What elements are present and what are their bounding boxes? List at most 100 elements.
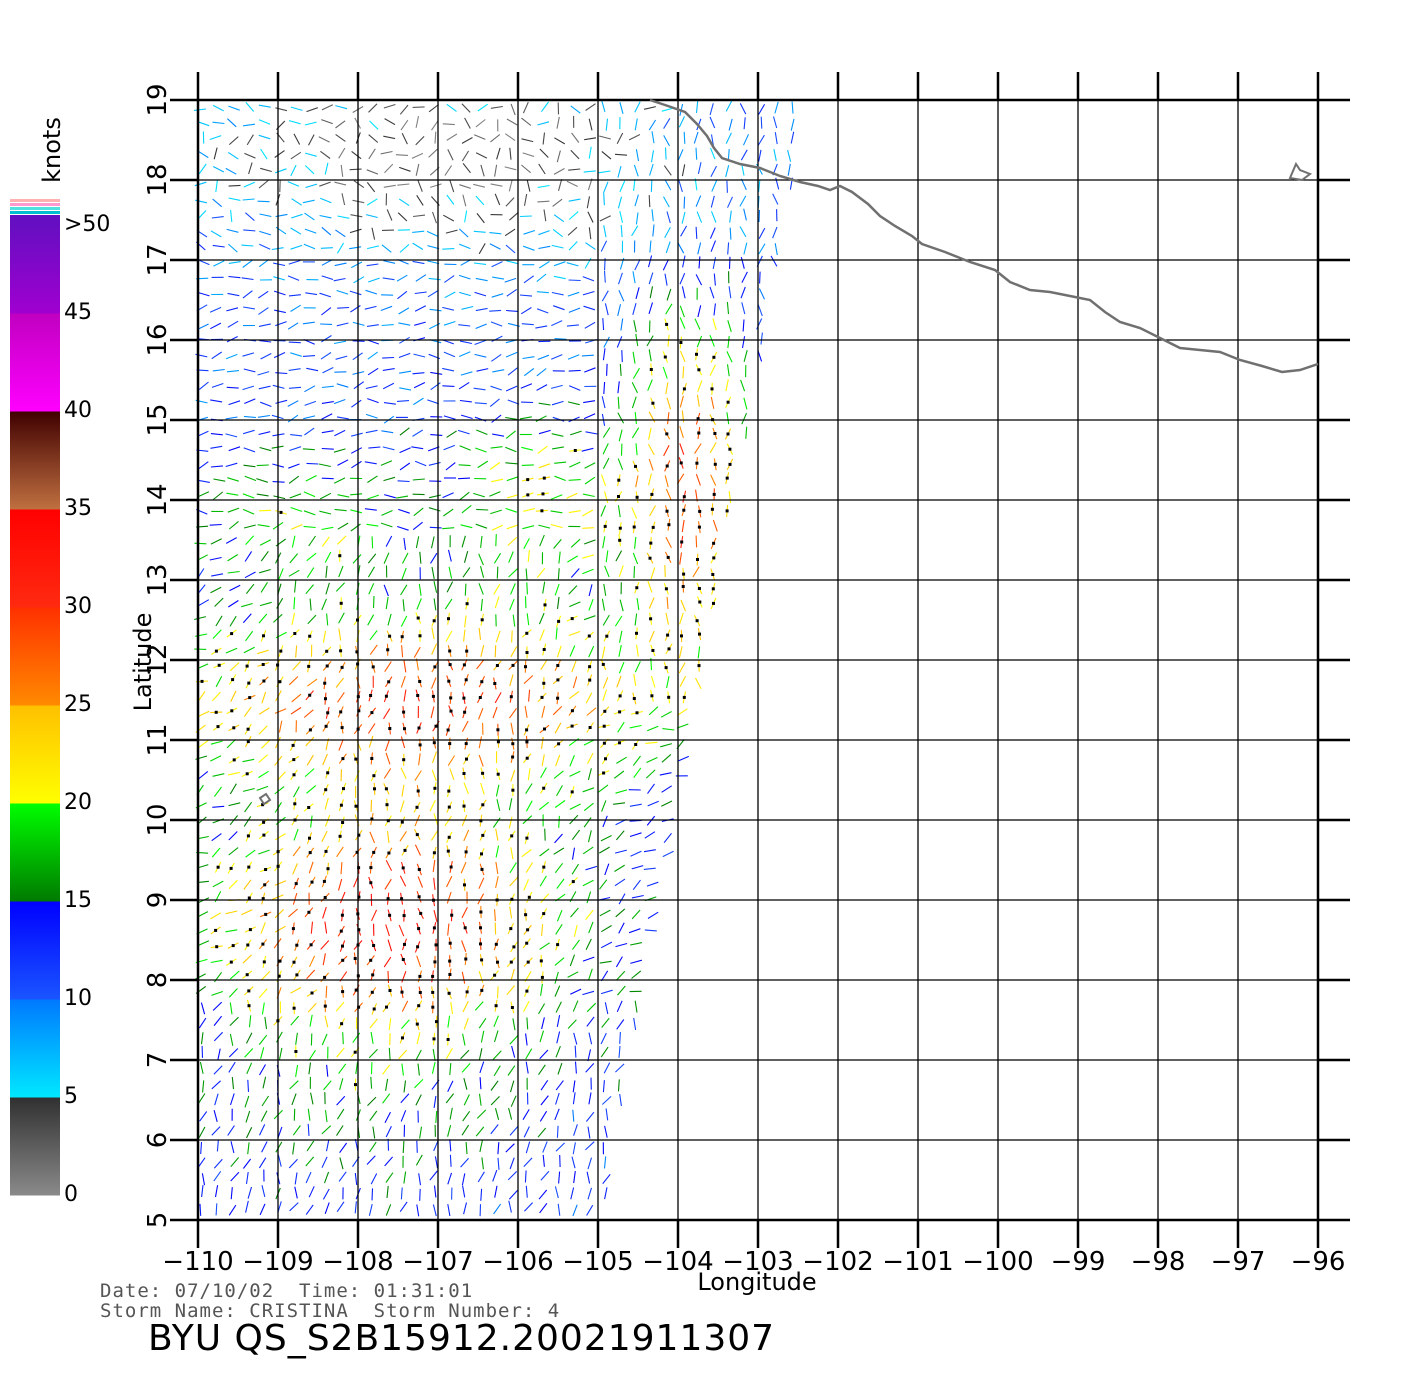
wind-vector (305, 1204, 314, 1215)
wind-vector (201, 1173, 206, 1186)
colorbar-segment (10, 901, 60, 1000)
wind-vector (523, 1202, 534, 1212)
rain-flag-marker (434, 943, 438, 947)
wind-vector (336, 846, 344, 858)
rain-flag-marker (261, 897, 265, 901)
wind-vector (258, 431, 271, 436)
wind-vector (508, 1190, 518, 1200)
wind-vector (631, 381, 638, 394)
wind-vector (585, 692, 593, 704)
wind-vector (664, 475, 669, 488)
wind-vector (680, 225, 688, 237)
rain-flag-marker (387, 851, 391, 855)
wind-vector (509, 1157, 515, 1170)
rain-flag-marker (353, 957, 357, 960)
wind-vector (245, 849, 256, 858)
rain-flag-marker (416, 945, 420, 949)
wind-vector (326, 1064, 329, 1077)
wind-vector (505, 197, 515, 207)
wind-vector (496, 566, 499, 579)
wind-vector (539, 261, 550, 269)
rain-flag-marker (635, 711, 639, 715)
wind-vector (213, 1065, 223, 1075)
wind-vector (259, 213, 272, 218)
wind-vector (663, 444, 670, 457)
rain-flag-marker (682, 695, 686, 699)
wind-vector (772, 226, 778, 239)
wind-vector (413, 507, 424, 517)
wind-vector (230, 1141, 235, 1154)
wind-vector (583, 817, 592, 828)
wind-vector (649, 240, 652, 253)
wind-vector (339, 1142, 348, 1154)
wind-vector (587, 1049, 592, 1062)
wind-vector (493, 583, 501, 595)
wind-vector (320, 352, 332, 360)
wind-vector (258, 1157, 267, 1169)
wind-vector (583, 400, 596, 404)
wind-vector (555, 924, 563, 935)
rain-flag-marker (433, 960, 437, 964)
wind-vector (633, 1017, 637, 1030)
wind-vector (663, 165, 672, 176)
rain-flag-marker (651, 649, 655, 652)
wind-vector (539, 534, 545, 547)
wind-vector (633, 320, 637, 333)
wind-vector (601, 1017, 610, 1028)
wind-vector (510, 847, 514, 860)
wind-vector (540, 1079, 549, 1091)
wind-vector (583, 802, 594, 812)
wind-vector (582, 554, 595, 559)
wind-vector (662, 850, 674, 858)
wind-vector (397, 212, 408, 222)
wind-vector (679, 305, 685, 318)
wind-vector (227, 292, 240, 297)
wind-vector (588, 1092, 592, 1105)
wind-vector (416, 195, 424, 206)
wind-vector (541, 705, 546, 718)
rain-flag-marker (651, 525, 655, 529)
rain-flag-marker (432, 1037, 436, 1041)
wind-vector (523, 675, 534, 685)
wind-vector (384, 1111, 391, 1123)
rain-flag-marker (680, 634, 683, 638)
wind-vector (489, 232, 502, 235)
wind-vector (244, 152, 256, 159)
wind-vector (197, 291, 210, 297)
wind-vector (494, 1185, 498, 1198)
wind-vector (211, 691, 221, 702)
colorbar-label: 25 (64, 692, 92, 717)
colorbar-segment (10, 607, 60, 706)
rain-flag-marker (308, 836, 311, 840)
rain-flag-marker (495, 664, 499, 667)
rain-flag-marker (462, 804, 466, 808)
wind-vector (259, 243, 271, 250)
wind-vector (602, 689, 608, 702)
wind-vector (430, 434, 443, 436)
wind-vector (414, 305, 427, 312)
wind-vector (473, 134, 486, 140)
wind-vector (506, 309, 519, 312)
wind-vector (290, 244, 303, 250)
colorbar-cap-stripe (10, 203, 60, 206)
wind-vector (366, 169, 379, 175)
rain-flag-marker (480, 680, 484, 684)
rain-flag-marker (418, 974, 422, 978)
wind-vector (227, 570, 240, 574)
wind-vector (494, 1108, 500, 1120)
wind-vector (447, 755, 456, 766)
wind-vector (507, 367, 518, 376)
wind-vector (477, 707, 484, 720)
wind-vector (743, 242, 748, 255)
wind-vector (557, 179, 563, 191)
wind-vector (649, 286, 654, 299)
wind-vector (198, 461, 209, 470)
wind-vector (385, 1125, 392, 1138)
wind-vector (582, 509, 594, 517)
wind-vector (242, 758, 255, 763)
wind-vector (445, 1093, 455, 1104)
wind-vector (538, 1064, 546, 1076)
wind-vector (507, 536, 517, 546)
wind-vector (569, 601, 581, 608)
wind-vector (368, 1203, 373, 1216)
